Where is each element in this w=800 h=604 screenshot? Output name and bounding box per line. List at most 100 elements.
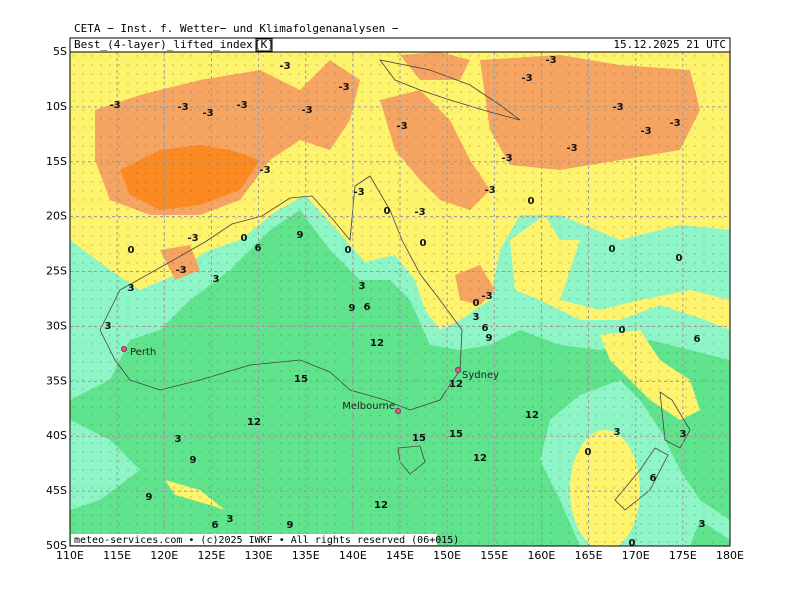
lat-label: 45S	[46, 484, 67, 497]
contour-label: 3	[175, 434, 182, 445]
contour-label: 0	[473, 298, 480, 309]
contour-label: 0	[241, 233, 248, 244]
footer: meteo-services.com • (c)2025 IWKF • All …	[74, 535, 459, 546]
contour-label: 9	[349, 303, 356, 314]
lon-label: 115E	[103, 549, 131, 562]
contour-label: 0	[528, 196, 535, 207]
contour-label: 0	[128, 245, 135, 256]
unit: [K]	[254, 38, 274, 51]
grid	[70, 52, 730, 546]
lon-label: 160E	[527, 549, 555, 562]
field-name: Best_(4-layer)_lifted_index	[74, 38, 253, 51]
contour-label: 9	[297, 230, 304, 241]
contour-label: 9	[486, 333, 493, 344]
lon-label: 130E	[245, 549, 273, 562]
contour-labels: -3 -3 -3 -3 -3 -3 -3 -3 -3 -3 -3 -3 -3 -3 -3 -3 -3 -3 -3 -3…	[105, 55, 706, 549]
contour-label: -3	[414, 207, 425, 218]
cities: Perth Sydney Melbourne	[121, 346, 499, 414]
coastline-new-guinea	[379, 59, 521, 121]
contour-label: 12	[525, 410, 539, 421]
contour-label: 3	[128, 283, 135, 294]
contour-label: 12	[370, 338, 384, 349]
contour-label: -3	[175, 265, 186, 276]
coastline-new-zealand	[614, 391, 691, 511]
contour-label: 12	[247, 417, 261, 428]
coastline-australia	[99, 175, 463, 411]
contour-label: -3	[669, 118, 680, 129]
contour-label: 6	[364, 302, 371, 313]
contour-label: -3	[202, 108, 213, 119]
lon-label: 125E	[197, 549, 225, 562]
contour-label: 6	[255, 243, 262, 254]
contour-label: -3	[484, 185, 495, 196]
contour-label: 6	[482, 323, 489, 334]
lon-label: 155E	[480, 549, 508, 562]
contour-label: 3	[213, 274, 220, 285]
lon-label: 145E	[386, 549, 414, 562]
contour-label: -3	[501, 153, 512, 164]
contour-label: 0	[609, 244, 616, 255]
contour-label: 3	[105, 321, 112, 332]
contour-label: 15	[412, 433, 426, 444]
valid-time: 15.12.2025 21 UTC	[613, 38, 726, 51]
unit-box	[255, 38, 273, 52]
lat-label: 35S	[46, 374, 67, 387]
contour-label: 0	[676, 253, 683, 264]
contour-label: -3	[612, 102, 623, 113]
contour-label: -3	[187, 233, 198, 244]
contour-label: 3	[359, 281, 366, 292]
contour-label: 3	[473, 312, 480, 323]
lat-label: 15S	[46, 155, 67, 168]
lon-label: 150E	[433, 549, 461, 562]
lon-label: 135E	[292, 549, 320, 562]
contour-label: 9	[287, 520, 294, 531]
contour-label: 9	[190, 455, 197, 466]
city-name: Sydney	[462, 370, 499, 381]
lat-label: 40S	[46, 429, 67, 442]
lat-label: 10S	[46, 100, 67, 113]
contour-label: -3	[566, 143, 577, 154]
contour-label: 6	[650, 473, 657, 484]
contour-label: 12	[473, 453, 487, 464]
contour-label: -3	[396, 121, 407, 132]
city-marker	[455, 367, 461, 373]
coastline-tasmania	[397, 445, 426, 475]
contour-label: 3	[699, 519, 706, 530]
contour-label: 0	[619, 325, 626, 336]
lat-label: 20S	[46, 210, 67, 223]
provider: CETA − Inst. f. Wetter− und Klimafolgena…	[74, 22, 399, 35]
contour-label: 0	[629, 538, 636, 549]
lon-label: 170E	[622, 549, 650, 562]
lon-label: 175E	[669, 549, 697, 562]
lon-label: 180E	[716, 549, 744, 562]
city-name: Melbourne	[342, 401, 395, 412]
contour-label: 3	[614, 427, 621, 438]
contour-label: 15	[449, 429, 463, 440]
city-marker	[121, 346, 127, 352]
map-frame	[69, 51, 731, 547]
city-marker	[395, 408, 401, 414]
contour-label: -3	[109, 100, 120, 111]
footer-box	[71, 534, 437, 545]
contour-label: 0	[384, 206, 391, 217]
contour-label: 3	[680, 429, 687, 440]
contour-label: -3	[353, 187, 364, 198]
contour-label: 12	[374, 500, 388, 511]
contour-label: 3	[227, 514, 234, 525]
contour-label: -3	[279, 61, 290, 72]
contour-label: 12	[449, 379, 463, 390]
contour-label: -3	[545, 55, 556, 66]
lat-label: 25S	[46, 265, 67, 278]
contour-label: -3	[177, 102, 188, 113]
city-name: Perth	[130, 347, 156, 358]
lon-label: 165E	[575, 549, 603, 562]
lat-label: 30S	[46, 319, 67, 332]
contour-label: 9	[146, 492, 153, 503]
lat-label: 5S	[53, 45, 67, 58]
contour-label: -3	[301, 105, 312, 116]
contour-label: -3	[338, 82, 349, 93]
lon-label: 110E	[56, 549, 84, 562]
